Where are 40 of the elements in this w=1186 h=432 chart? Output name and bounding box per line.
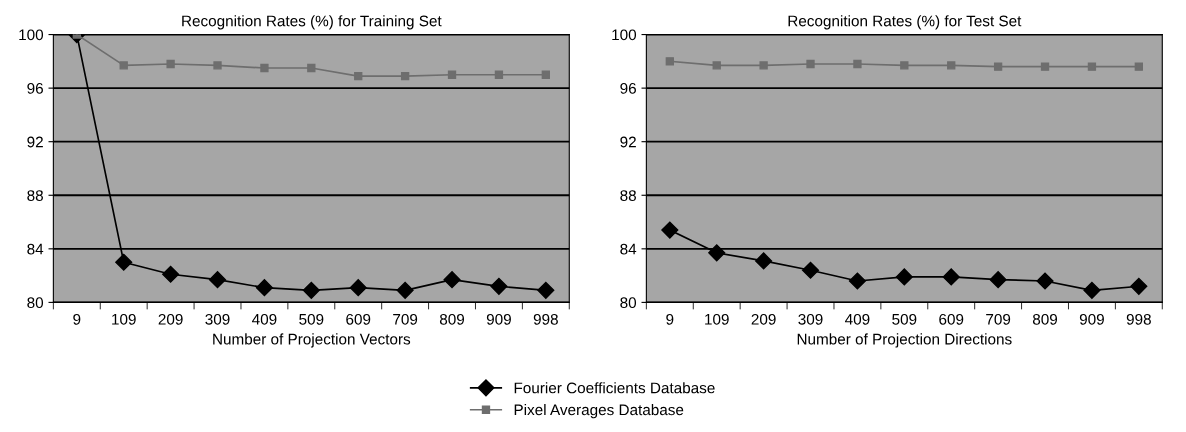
x-tick-label: 9 <box>666 313 674 325</box>
y-tick-label: 92 <box>27 136 43 148</box>
x-tick-label: 209 <box>751 313 776 325</box>
x-tick-label: 109 <box>112 313 136 325</box>
y-tick-label: 80 <box>620 297 637 309</box>
x-tick-label: 509 <box>892 313 917 325</box>
y-tick-label: 88 <box>27 190 43 201</box>
y-tick-label: 84 <box>620 243 637 255</box>
x-tick-label: 809 <box>1032 313 1058 325</box>
x-tick-label: 709 <box>393 313 418 325</box>
y-tick-label: 80 <box>27 297 44 309</box>
y-tick-label: 100 <box>612 29 637 41</box>
y-tick-label: 84 <box>27 243 44 255</box>
y-tick-label: 88 <box>620 190 636 201</box>
legend-label: Pixel Averages Database <box>514 404 684 419</box>
x-tick-label: 909 <box>486 313 511 325</box>
x-tick-label: 509 <box>299 313 324 325</box>
x-tick-label: 409 <box>845 313 870 325</box>
x-tick-label: 998 <box>1126 313 1151 325</box>
x-tick-label: 309 <box>798 313 823 325</box>
chart-title: Recognition Rates (%) for Training Set <box>182 15 442 30</box>
x-axis-title: Number of Projection Directions <box>797 333 1012 348</box>
y-tick-label: 96 <box>27 83 43 94</box>
x-tick-label: 609 <box>939 313 964 325</box>
x-axis-title: Number of Projection Vectors <box>213 333 411 348</box>
legend-label: Fourier Coefficients Database <box>514 382 715 394</box>
x-tick-label: 998 <box>533 313 558 325</box>
x-tick-label: 9 <box>73 313 81 325</box>
x-tick-label: 709 <box>986 313 1011 325</box>
y-tick-label: 96 <box>620 83 636 94</box>
chart-title: Recognition Rates (%) for Test Set <box>788 15 1022 30</box>
y-tick-label: 100 <box>19 29 44 41</box>
x-tick-label: 309 <box>205 313 230 325</box>
x-tick-label: 409 <box>252 313 277 325</box>
x-tick-label: 909 <box>1079 313 1104 325</box>
y-tick-label: 92 <box>620 136 636 148</box>
x-tick-label: 109 <box>705 313 729 325</box>
x-tick-label: 809 <box>439 313 465 325</box>
x-tick-label: 609 <box>346 313 371 325</box>
x-tick-label: 209 <box>158 313 183 325</box>
